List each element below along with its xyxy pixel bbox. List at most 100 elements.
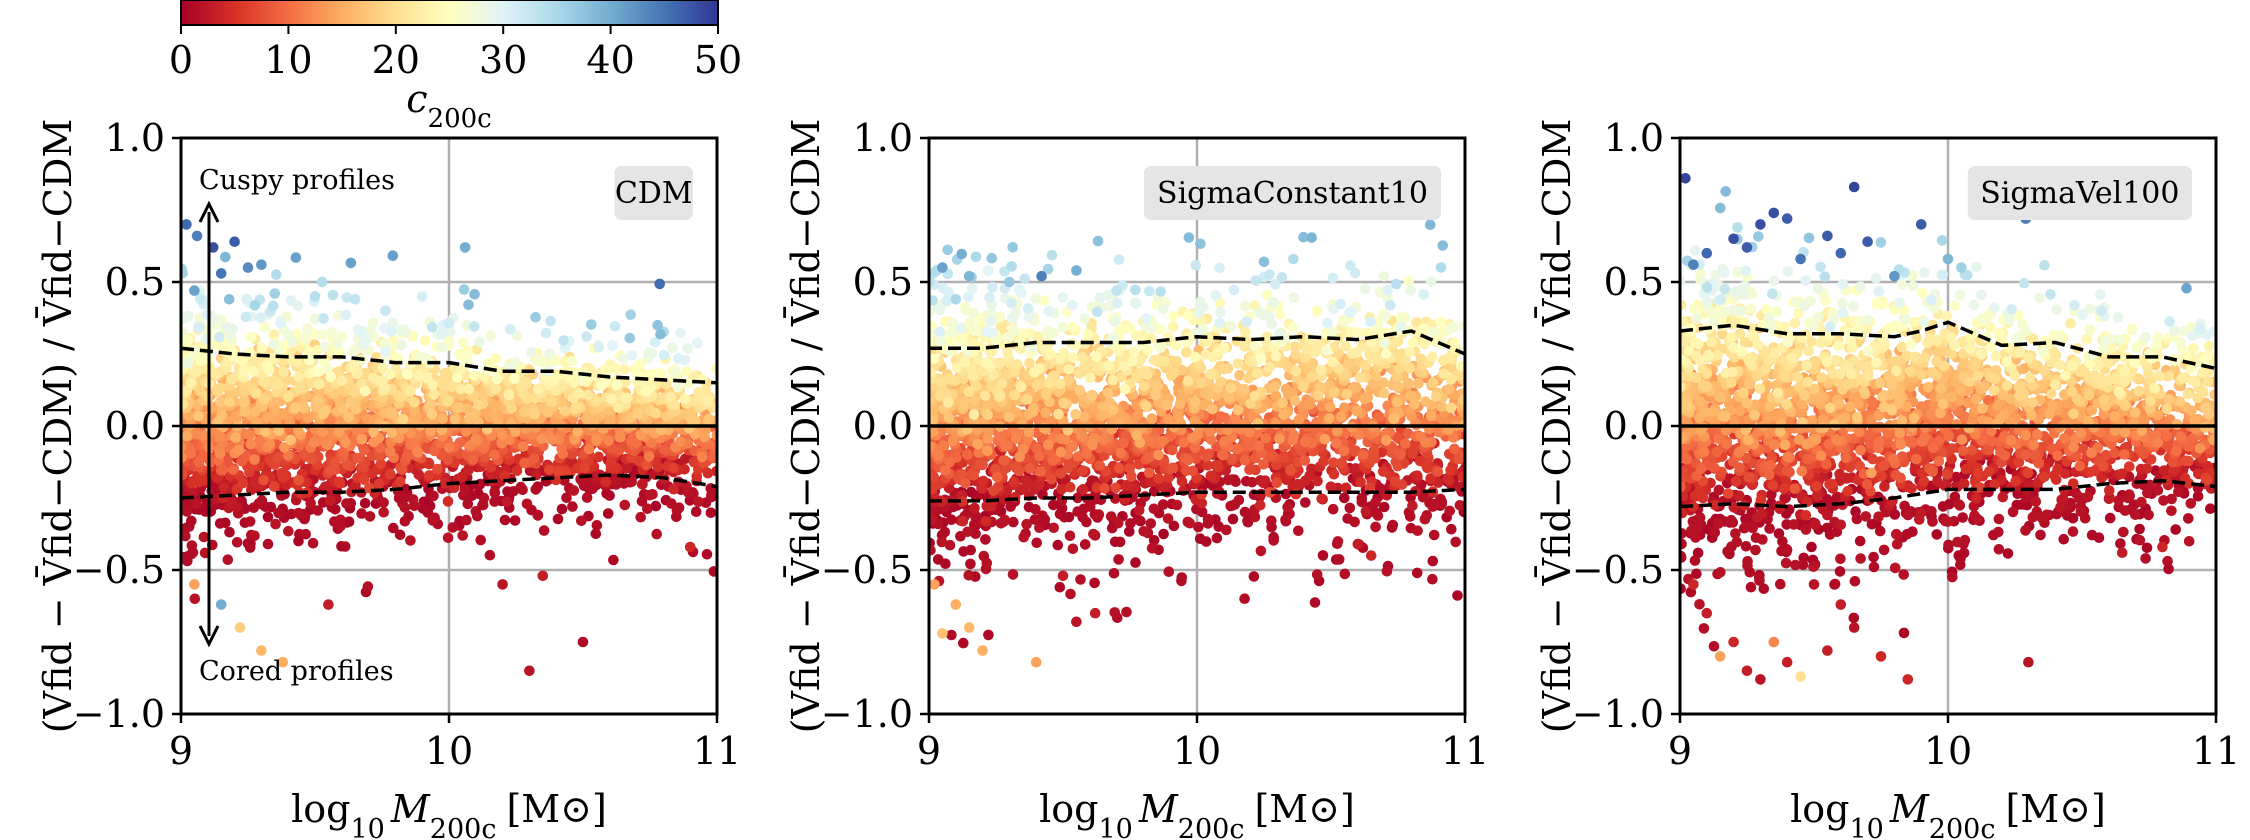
data-point xyxy=(669,366,681,378)
data-point xyxy=(582,389,594,401)
data-point xyxy=(1328,468,1340,480)
data-point xyxy=(364,511,376,522)
data-point xyxy=(1087,439,1098,451)
data-point xyxy=(300,333,311,345)
data-point xyxy=(267,300,279,312)
data-point xyxy=(1024,463,1036,474)
data-point xyxy=(556,503,568,515)
colorbar-label-main: c xyxy=(406,77,427,121)
data-point xyxy=(473,399,484,411)
data-point xyxy=(283,525,294,537)
data-point xyxy=(960,477,971,489)
data-point xyxy=(250,387,262,399)
data-point xyxy=(1089,607,1101,619)
data-point xyxy=(443,442,455,453)
data-point xyxy=(242,262,254,273)
data-point xyxy=(1002,440,1013,451)
data-point xyxy=(223,294,235,305)
data-point xyxy=(346,396,357,407)
data-point xyxy=(340,437,351,448)
data-point xyxy=(244,429,256,441)
data-point xyxy=(1349,516,1360,528)
data-point xyxy=(181,469,188,481)
data-point xyxy=(345,257,357,269)
data-point xyxy=(423,458,435,470)
data-point xyxy=(1182,454,1194,466)
data-point xyxy=(468,454,479,465)
data-point xyxy=(1352,538,1364,550)
data-point xyxy=(215,599,227,610)
data-point xyxy=(1094,460,1106,471)
data-point xyxy=(358,474,370,486)
data-point xyxy=(701,549,713,560)
data-point xyxy=(1157,435,1169,447)
data-point xyxy=(187,487,198,498)
data-point xyxy=(1426,410,1437,422)
data-point xyxy=(982,445,993,457)
data-point xyxy=(702,395,714,407)
data-point xyxy=(1125,518,1136,529)
data-point xyxy=(458,284,470,295)
data-point xyxy=(625,309,636,321)
data-point xyxy=(600,476,612,488)
data-point xyxy=(998,455,1009,466)
data-point xyxy=(1054,581,1066,593)
data-point xyxy=(521,498,533,510)
data-point xyxy=(193,322,205,333)
data-point xyxy=(1077,484,1089,495)
data-point xyxy=(517,441,529,452)
data-point xyxy=(185,377,197,389)
data-point xyxy=(186,540,198,551)
data-point xyxy=(567,501,578,512)
data-point xyxy=(455,350,467,362)
data-point xyxy=(475,534,487,546)
data-point xyxy=(249,300,261,311)
data-point xyxy=(650,500,662,512)
data-point xyxy=(325,494,336,506)
data-point xyxy=(1239,454,1251,466)
data-point xyxy=(499,514,511,526)
data-point xyxy=(1299,455,1311,466)
data-point xyxy=(380,305,391,316)
data-point xyxy=(1445,464,1456,476)
data-point xyxy=(378,506,390,518)
data-point xyxy=(356,508,367,519)
colorbar-tick-label: 10 xyxy=(264,38,312,82)
data-point xyxy=(591,395,602,407)
data-point xyxy=(230,432,241,443)
data-point xyxy=(1411,567,1423,579)
data-point xyxy=(214,331,225,343)
data-point xyxy=(323,599,334,610)
data-point xyxy=(490,383,502,395)
data-point xyxy=(341,498,352,509)
data-point xyxy=(1293,414,1305,426)
data-point xyxy=(336,375,348,387)
data-point xyxy=(530,311,541,323)
data-point xyxy=(348,361,360,373)
data-point xyxy=(1407,500,1418,512)
data-point xyxy=(255,312,266,324)
data-point xyxy=(397,413,409,425)
data-point xyxy=(312,395,324,406)
data-point xyxy=(665,391,676,403)
data-point xyxy=(1109,607,1120,618)
data-point xyxy=(957,515,969,527)
data-point xyxy=(407,494,419,505)
data-point xyxy=(538,525,550,536)
data-point xyxy=(470,433,482,445)
data-point xyxy=(529,408,540,420)
x-tick-label: 11 xyxy=(693,729,741,773)
data-point xyxy=(489,496,500,507)
data-point xyxy=(593,451,604,463)
data-point xyxy=(1427,573,1438,585)
data-point xyxy=(181,326,188,338)
data-point xyxy=(1336,457,1348,469)
data-point xyxy=(1153,473,1165,485)
data-point xyxy=(446,381,457,392)
data-point xyxy=(333,476,345,488)
data-point xyxy=(262,538,274,550)
data-point xyxy=(572,426,583,437)
data-point xyxy=(1211,532,1223,544)
data-point xyxy=(572,462,583,474)
data-point xyxy=(356,433,368,445)
